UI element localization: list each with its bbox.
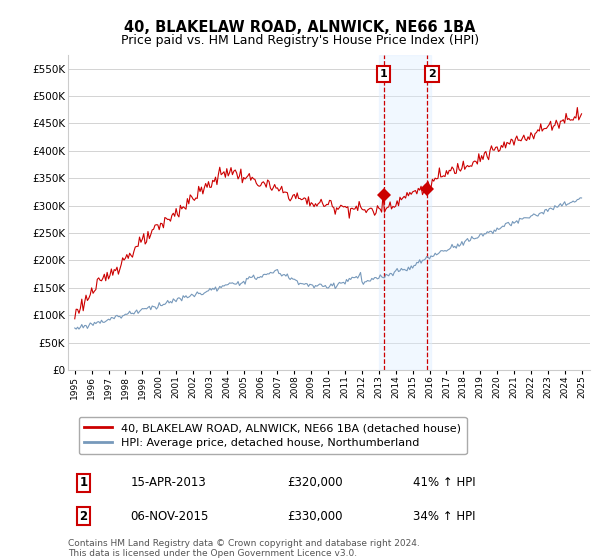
Text: 2: 2 bbox=[428, 69, 436, 79]
Text: 41% ↑ HPI: 41% ↑ HPI bbox=[413, 476, 475, 489]
Text: 34% ↑ HPI: 34% ↑ HPI bbox=[413, 510, 475, 522]
Text: £320,000: £320,000 bbox=[287, 476, 343, 489]
Text: £330,000: £330,000 bbox=[287, 510, 343, 522]
Text: 2: 2 bbox=[80, 510, 88, 522]
Text: Contains HM Land Registry data © Crown copyright and database right 2024.
This d: Contains HM Land Registry data © Crown c… bbox=[68, 539, 420, 558]
Legend: 40, BLAKELAW ROAD, ALNWICK, NE66 1BA (detached house), HPI: Average price, detac: 40, BLAKELAW ROAD, ALNWICK, NE66 1BA (de… bbox=[79, 417, 467, 454]
Text: Price paid vs. HM Land Registry's House Price Index (HPI): Price paid vs. HM Land Registry's House … bbox=[121, 34, 479, 46]
Text: 06-NOV-2015: 06-NOV-2015 bbox=[131, 510, 209, 522]
Text: 15-APR-2013: 15-APR-2013 bbox=[131, 476, 206, 489]
Text: 1: 1 bbox=[380, 69, 388, 79]
Text: 40, BLAKELAW ROAD, ALNWICK, NE66 1BA: 40, BLAKELAW ROAD, ALNWICK, NE66 1BA bbox=[124, 20, 476, 35]
Text: 1: 1 bbox=[80, 476, 88, 489]
Bar bbox=[379, 55, 431, 370]
